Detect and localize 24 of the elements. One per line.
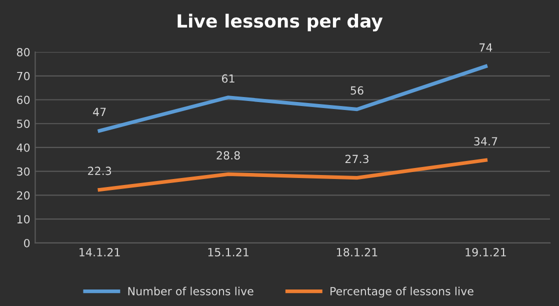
legend-label: Percentage of lessons live [330, 286, 474, 298]
legend-label: Number of lessons live [128, 286, 254, 296]
y-tick-label: 0 [24, 238, 30, 248]
data-label: 27.3 [345, 154, 368, 164]
y-tick-label: 60 [16, 96, 30, 104]
y-tick-label: 80 [16, 48, 30, 56]
x-tick-label: 18.1.21 [337, 248, 378, 256]
data-label: 28.8 [216, 151, 240, 160]
y-tick-label: 40 [16, 143, 30, 152]
data-label: 74 [480, 43, 492, 52]
data-label: 56 [350, 86, 364, 95]
data-label: 61 [222, 74, 234, 83]
chart-title: Live lessons per day [178, 14, 383, 32]
data-label: 47 [93, 108, 106, 116]
x-tick-label: 15.1.21 [208, 248, 248, 256]
y-tick-label: 70 [17, 72, 30, 80]
data-label: 34.7 [474, 137, 498, 146]
y-tick-label: 20 [17, 191, 30, 200]
y-tick-label: 10 [17, 215, 30, 224]
y-tick-label: 30 [17, 167, 30, 176]
x-tick-label: 14.1.21 [80, 248, 120, 256]
y-tick-label: 50 [17, 120, 30, 128]
x-tick-label: 19.1.21 [466, 248, 506, 256]
data-label: 22.3 [88, 166, 112, 176]
